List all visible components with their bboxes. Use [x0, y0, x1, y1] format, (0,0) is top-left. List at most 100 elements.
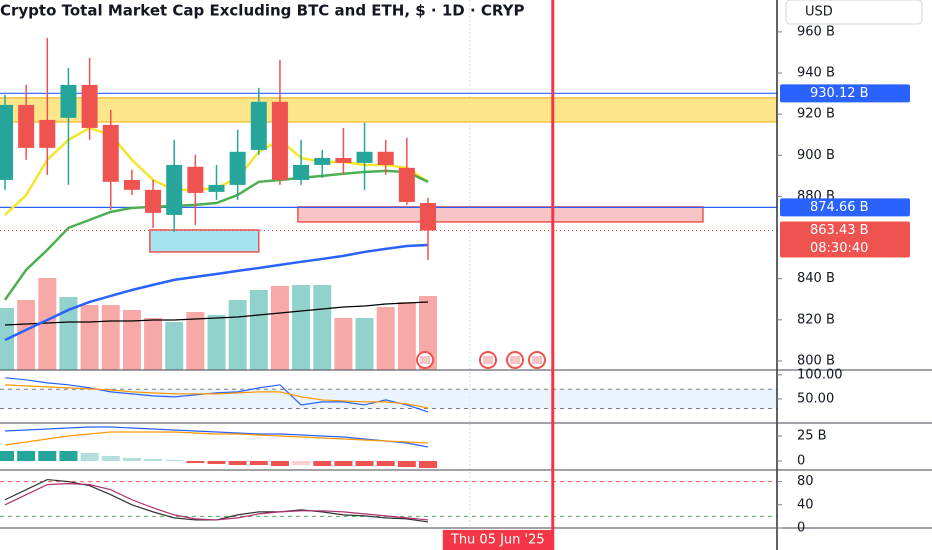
- volume-bar: [122, 310, 141, 370]
- histogram-bar: [38, 451, 57, 461]
- histogram-bar: [80, 453, 99, 461]
- y-tick-label: 920 B: [797, 107, 835, 122]
- candle-body: [166, 164, 183, 215]
- candle-body: [187, 166, 204, 193]
- candle-body: [271, 101, 288, 180]
- candle-body: [18, 104, 35, 148]
- indicator-line: [4, 377, 429, 413]
- price-tag: [780, 198, 910, 217]
- y-tick-label: 820 B: [797, 312, 835, 327]
- event-flag-stripes: [510, 356, 520, 364]
- y-tick-label: 40: [797, 497, 814, 512]
- histogram-bar: [249, 461, 268, 465]
- histogram-bar: [397, 461, 416, 467]
- price-tag: [780, 84, 910, 103]
- histogram-bar: [17, 451, 36, 461]
- y-tick-label: 80: [797, 474, 814, 489]
- histogram-bar: [186, 461, 205, 463]
- volume-bar: [397, 302, 416, 370]
- y-tick-label: 100.00: [797, 367, 843, 382]
- histogram-bar: [59, 451, 78, 461]
- volume-bar: [101, 305, 120, 370]
- volume-bar: [186, 312, 205, 370]
- volume-bar: [38, 278, 57, 370]
- histogram-bar: [101, 456, 120, 461]
- y-tick-label: 0: [797, 521, 805, 536]
- histogram-bar: [355, 461, 374, 466]
- y-tick-label: 0: [797, 454, 805, 469]
- y-tick-label: 940 B: [797, 66, 835, 81]
- y-tick-label: 900 B: [797, 148, 835, 163]
- zone: [149, 229, 260, 253]
- price-tag-label: 874.66 B: [810, 200, 869, 215]
- event-flag-stripes: [483, 356, 493, 364]
- volume-bar: [80, 305, 99, 370]
- histogram-bar: [207, 461, 226, 464]
- indicator-line: [4, 431, 429, 446]
- histogram-bar: [228, 461, 247, 465]
- volume-bar: [376, 307, 395, 370]
- date-tag-label: Thu 05 Jun '25: [450, 533, 545, 548]
- candle-body: [420, 202, 436, 231]
- candle-body: [208, 184, 225, 192]
- histogram-bar: [313, 461, 332, 466]
- plot-layer: [0, 37, 778, 523]
- event-flag-stripes: [420, 356, 430, 364]
- countdown: 08:30:40: [810, 241, 868, 256]
- candle-body: [356, 151, 373, 163]
- event-flag-stripes: [532, 356, 542, 364]
- candle-body: [123, 179, 140, 190]
- volume-bar: [144, 318, 163, 370]
- last-price-label: 863.43 B: [810, 223, 869, 238]
- candle-body: [60, 84, 77, 118]
- currency-label: USD: [805, 5, 833, 20]
- currency-button[interactable]: [785, 0, 923, 25]
- date-tag: [442, 530, 553, 550]
- candle-body: [314, 157, 331, 165]
- zone: [0, 97, 778, 123]
- histogram-bar: [270, 461, 289, 466]
- volume-bar: [249, 290, 268, 370]
- histogram-bar: [334, 461, 353, 466]
- indicator-line: [4, 384, 429, 409]
- y-tick-label: 840 B: [797, 271, 835, 286]
- histogram-bar: [292, 461, 311, 465]
- volume-bar: [207, 315, 226, 370]
- candle-body: [335, 157, 352, 163]
- price-tag-label: 930.12 B: [810, 86, 869, 101]
- candle-body: [250, 101, 267, 150]
- volume-bar: [59, 297, 78, 370]
- volume-bar: [17, 300, 36, 370]
- y-tick-label: 50.00: [797, 391, 834, 406]
- candle-body: [102, 124, 119, 182]
- candle-body: [39, 119, 56, 148]
- indicator-line: [4, 483, 429, 521]
- moving-average: [3, 169, 429, 301]
- moving-average: [4, 243, 429, 342]
- last-price-tag: [780, 221, 910, 258]
- candle-body: [377, 151, 394, 165]
- candle-body: [145, 189, 162, 213]
- candle-body: [229, 151, 246, 185]
- candle-body: [0, 104, 13, 180]
- candle-body: [81, 84, 98, 128]
- volume-bar: [313, 285, 332, 370]
- y-tick-label: 800 B: [797, 353, 835, 368]
- chart-title: Crypto Total Market Cap Excluding BTC an…: [0, 2, 524, 20]
- volume-bar: [165, 322, 184, 370]
- candle-body: [398, 167, 415, 202]
- volume-bar: [355, 318, 374, 370]
- histogram-bar: [122, 458, 141, 461]
- candle-body: [293, 164, 310, 180]
- histogram-bar: [376, 461, 395, 466]
- volume-bar: [334, 318, 353, 370]
- volume-bar: [270, 286, 289, 370]
- volume-bar: [228, 300, 247, 370]
- histogram-bar: [419, 461, 437, 468]
- zone: [297, 206, 704, 223]
- indicator-line: [4, 426, 429, 448]
- y-tick-label: 25 B: [797, 429, 827, 444]
- histogram-bar: [0, 451, 14, 461]
